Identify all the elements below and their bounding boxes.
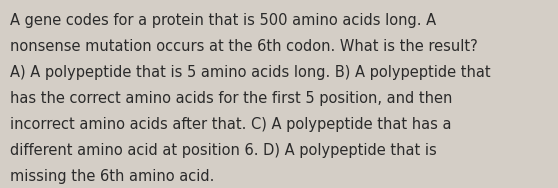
- Text: has the correct amino acids for the first 5 position, and then: has the correct amino acids for the firs…: [10, 91, 453, 106]
- Text: incorrect amino acids after that. C) A polypeptide that has a: incorrect amino acids after that. C) A p…: [10, 117, 451, 132]
- Text: different amino acid at position 6. D) A polypeptide that is: different amino acid at position 6. D) A…: [10, 143, 437, 158]
- Text: missing the 6th amino acid.: missing the 6th amino acid.: [10, 169, 214, 184]
- Text: A) A polypeptide that is 5 amino acids long. B) A polypeptide that: A) A polypeptide that is 5 amino acids l…: [10, 65, 490, 80]
- Text: A gene codes for a protein that is 500 amino acids long. A: A gene codes for a protein that is 500 a…: [10, 13, 436, 28]
- Text: nonsense mutation occurs at the 6th codon. What is the result?: nonsense mutation occurs at the 6th codo…: [10, 39, 478, 54]
